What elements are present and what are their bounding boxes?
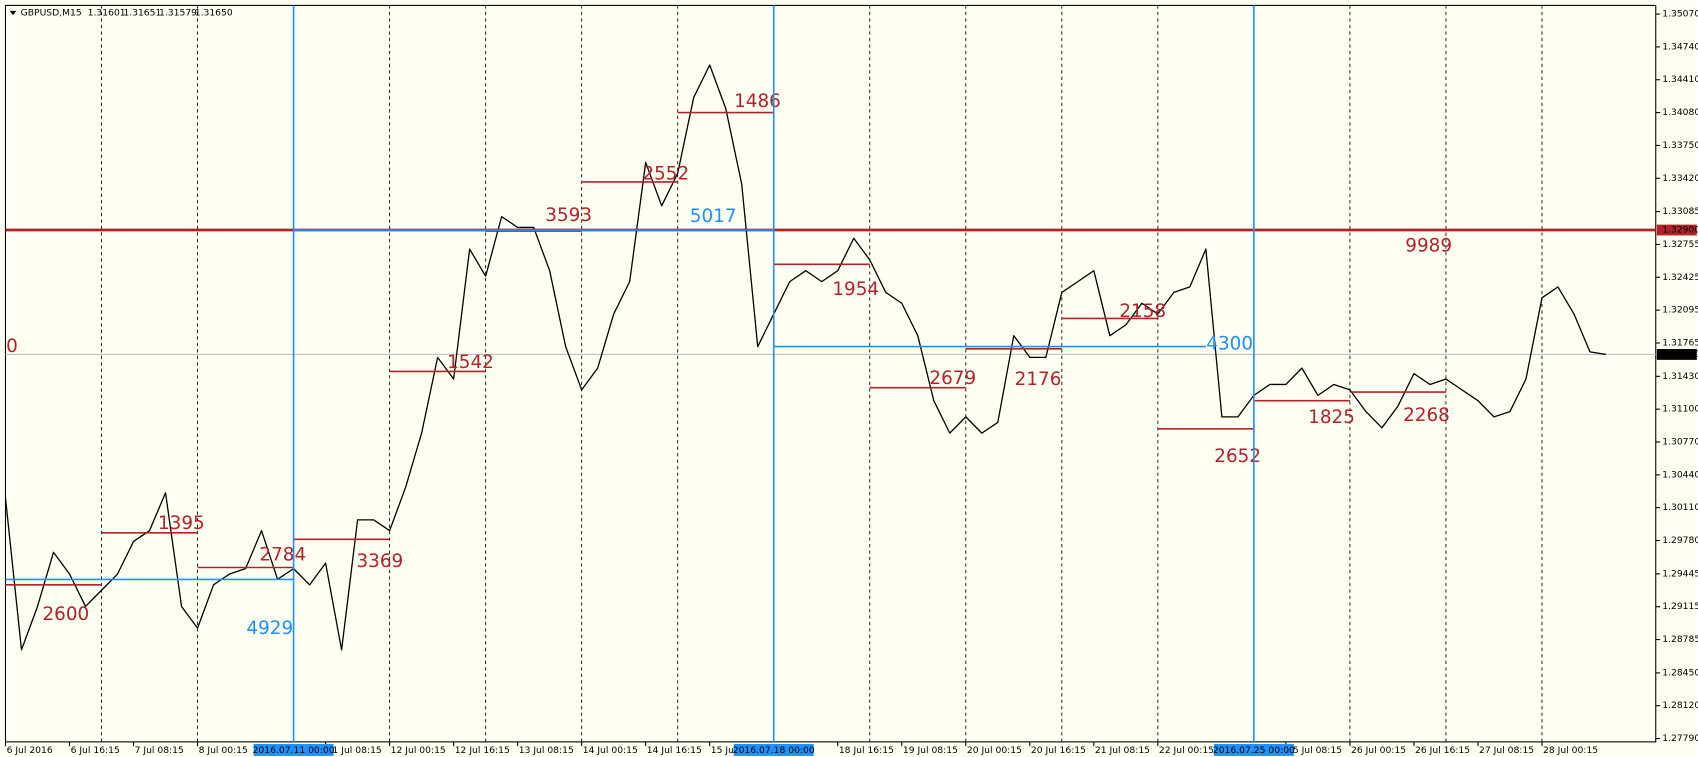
level-price-box (1656, 224, 1697, 236)
x-tick-label: 26 Jul 16:15 (1415, 745, 1470, 756)
plot-frame (4, 4, 1657, 743)
symbol-title: GBPUSD,M15 (21, 7, 82, 18)
segment-label: 2268 (1403, 405, 1450, 426)
ohlc-value: 1.31579 (159, 7, 197, 18)
segment-label: 1825 (1308, 407, 1355, 428)
level-price-label: 1.32900 (1662, 225, 1698, 236)
annotation: 0 (6, 336, 18, 357)
segment-label: 1542 (447, 352, 494, 373)
segment-label: 3369 (356, 551, 403, 572)
y-tick-label: 1.30440 (1662, 469, 1698, 480)
x-tick-label: 8 Jul 00:15 (199, 745, 248, 756)
segment-label: 2176 (1015, 369, 1062, 390)
y-tick-label: 1.35070 (1662, 9, 1698, 20)
collapse-arrow[interactable] (9, 10, 17, 16)
y-tick-label: 1.27790 (1662, 733, 1698, 744)
segment-label: 5017 (690, 206, 737, 227)
time-highlight (1213, 744, 1294, 756)
x-tick-label: 20 Jul 16:15 (1031, 745, 1086, 756)
ohlc-value: 1.31650 (195, 7, 233, 18)
ohlc-value: 1.31651 (123, 7, 161, 18)
x-tick-label: 6 Jul 2016 (7, 745, 53, 756)
price-line (4, 64, 1607, 651)
x-tick-label: 11 Jul 08:15 (327, 745, 382, 756)
y-tick-label: 1.28450 (1662, 667, 1698, 678)
time-highlight (253, 744, 334, 756)
y-tick-label: 1.34080 (1662, 107, 1698, 118)
x-tick-label: 14 Jul 16:15 (647, 745, 702, 756)
current-price-box (1656, 349, 1697, 360)
x-tick-label: 25 Jul 08:15 (1287, 745, 1342, 756)
y-tick-label: 1.32095 (1662, 305, 1698, 316)
y-tick-label: 1.31430 (1662, 371, 1698, 382)
y-tick-label: 1.31765 (1662, 337, 1698, 348)
current-price-label: 1.31650 (1662, 349, 1698, 360)
y-tick-label: 1.33420 (1662, 173, 1698, 184)
segment-label: 4300 (1206, 333, 1253, 354)
y-tick-label: 1.32425 (1662, 272, 1698, 283)
x-tick-label: 12 Jul 00:15 (391, 745, 446, 756)
segment-label: 2600 (42, 604, 89, 625)
ohlc-value: 1.31601 (88, 7, 126, 18)
segment-label: 2784 (259, 545, 306, 566)
y-tick-label: 1.33750 (1662, 140, 1698, 151)
y-tick-label: 1.32755 (1662, 239, 1698, 250)
x-tick-label: 21 Jul 08:15 (1095, 745, 1150, 756)
x-tick-label: 7 Jul 08:15 (135, 745, 184, 756)
x-tick-label: 18 Jul 16:15 (839, 745, 894, 756)
x-tick-label: 27 Jul 08:15 (1479, 745, 1534, 756)
y-tick-label: 1.30110 (1662, 502, 1698, 513)
y-tick-label: 1.28120 (1662, 700, 1698, 711)
time-highlight (733, 744, 814, 756)
time-highlight-label: 2016.07.18 00:00 (733, 745, 815, 756)
level-label: 9989 (1405, 236, 1452, 257)
segment-label: 2158 (1119, 301, 1166, 322)
x-tick-label: 22 Jul 00:15 (1159, 745, 1214, 756)
x-tick-label: 12 Jul 16:15 (455, 745, 510, 756)
x-tick-label: 20 Jul 00:15 (967, 745, 1022, 756)
time-highlight-label: 2016.07.25 00:00 (1213, 745, 1295, 756)
x-tick-label: 14 Jul 00:15 (583, 745, 638, 756)
y-tick-label: 1.29780 (1662, 535, 1698, 546)
x-tick-label: 26 Jul 00:15 (1351, 745, 1406, 756)
y-tick-label: 1.28785 (1662, 634, 1698, 645)
segment-label: 1954 (832, 279, 879, 300)
y-tick-label: 1.34410 (1662, 74, 1698, 85)
segment-label: 3593 (545, 205, 592, 226)
y-tick-label: 1.30770 (1662, 437, 1698, 448)
y-tick-label: 1.34740 (1662, 41, 1698, 52)
segment-label: 2652 (1214, 446, 1261, 467)
x-tick-label: 6 Jul 16:15 (71, 745, 120, 756)
x-tick-label: 19 Jul 08:15 (903, 745, 958, 756)
segment-label: 1486 (734, 91, 781, 112)
y-tick-label: 1.31100 (1662, 404, 1698, 415)
x-tick-label: 13 Jul 08:15 (519, 745, 574, 756)
y-tick-label: 1.29445 (1662, 568, 1698, 579)
segment-label: 1395 (158, 513, 205, 534)
y-tick-label: 1.33085 (1662, 206, 1698, 217)
y-tick-label: 1.29115 (1662, 601, 1698, 612)
segment-label: 2679 (929, 368, 976, 389)
time-highlight-label: 2016.07.11 00:00 (253, 745, 335, 756)
x-tick-label: 28 Jul 00:15 (1543, 745, 1598, 756)
segment-label: 2552 (642, 163, 689, 184)
segment-label: 4929 (246, 618, 293, 639)
